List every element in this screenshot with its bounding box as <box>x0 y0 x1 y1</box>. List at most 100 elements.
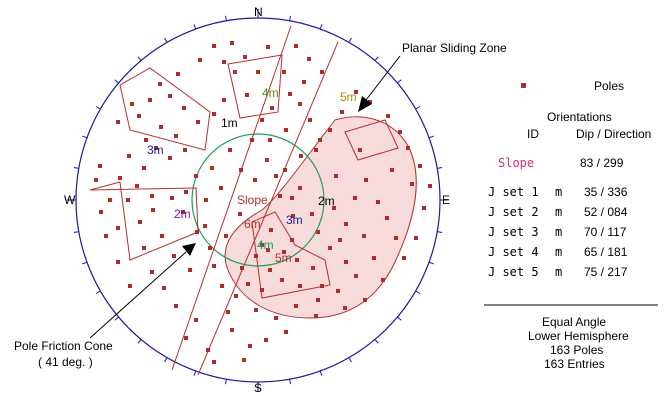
pole-marker <box>278 194 282 198</box>
pole-marker <box>260 118 264 122</box>
pole-marker <box>222 98 226 102</box>
pole-marker <box>226 310 230 314</box>
azimuth-tick <box>437 231 443 233</box>
pole-marker <box>118 176 122 180</box>
pole-marker <box>254 308 258 312</box>
legend-set-m: m <box>555 185 562 199</box>
azimuth-tick <box>164 357 168 363</box>
pole-marker <box>210 166 214 170</box>
pole-marker <box>104 234 108 238</box>
legend-set-id: J set 1 <box>488 185 539 199</box>
east-label: E <box>442 193 450 207</box>
pole-marker <box>253 178 257 182</box>
pole-marker <box>130 102 134 106</box>
pole-marker <box>344 260 348 264</box>
pole-marker <box>159 125 163 129</box>
pole-marker <box>196 120 200 124</box>
pole-marker <box>148 98 152 102</box>
pole-marker <box>390 168 394 172</box>
legend-projection: Equal Angle <box>542 315 606 329</box>
pole-marker <box>328 128 332 132</box>
pole-marker <box>414 236 418 240</box>
ring-label-1m: 1m <box>221 116 238 130</box>
pole-marker <box>198 58 202 62</box>
azimuth-tick <box>289 15 291 21</box>
pole-marker <box>240 266 244 270</box>
pole-marker <box>194 318 198 322</box>
azimuth-tick <box>193 370 197 376</box>
pole-marker <box>116 120 120 124</box>
pole-marker <box>422 206 426 210</box>
azimuth-tick <box>428 261 434 265</box>
pole-marker <box>266 45 270 49</box>
legend-set-m: m <box>555 265 562 279</box>
azimuth-tick <box>415 290 421 294</box>
azimuth-tick <box>397 79 402 84</box>
legend-set-m: m <box>555 245 562 259</box>
pole-marker <box>265 158 269 162</box>
pole-marker <box>284 330 288 334</box>
set-label-6m: 6m <box>244 217 261 231</box>
pole-marker <box>127 154 131 158</box>
pole-markers <box>94 41 432 364</box>
pole-marker <box>314 148 318 152</box>
set-label-4m-b: 4m <box>257 238 274 252</box>
pole-marker <box>394 236 398 240</box>
legend-set-value: 52 / 084 <box>584 205 628 219</box>
pole-marker <box>270 106 274 110</box>
pole-marker <box>295 258 299 262</box>
pole-marker <box>128 284 132 288</box>
azimuth-tick <box>82 135 88 139</box>
azimuth-tick <box>95 290 101 294</box>
pole-marker <box>162 286 166 290</box>
south-label: S <box>254 381 262 395</box>
legend-dipdir-header: Dip / Direction <box>576 127 651 141</box>
pole-marker <box>254 254 258 258</box>
azimuth-tick <box>289 379 291 385</box>
pole-marker <box>212 112 216 116</box>
pole-marker <box>268 138 272 142</box>
pole-marker <box>170 196 174 200</box>
pole-marker <box>398 130 402 134</box>
azimuth-tick <box>397 316 402 321</box>
azimuth-tick <box>428 135 434 139</box>
pole-marker <box>135 184 139 188</box>
pole-marker <box>316 298 320 302</box>
slope-plane-2 <box>197 41 339 376</box>
azimuth-tick <box>82 261 88 265</box>
legend-set-value: 70 / 117 <box>584 225 627 239</box>
pole-marker <box>358 148 362 152</box>
pole-marker <box>234 294 238 298</box>
pole-marker <box>418 164 422 168</box>
azimuth-tick <box>348 357 352 363</box>
legend-set-id: J set 4 <box>488 245 539 259</box>
azimuth-tick <box>374 56 379 61</box>
pole-marker <box>298 284 302 288</box>
pole-marker <box>230 41 234 45</box>
pole-marker <box>298 102 302 106</box>
pole-marker <box>219 186 223 190</box>
pole-marker <box>242 358 246 362</box>
legend-set-value: 65 / 181 <box>584 245 628 259</box>
pole-marker <box>256 70 260 74</box>
pole-marker <box>381 278 385 282</box>
pole-marker <box>245 93 249 97</box>
window-south <box>251 211 331 299</box>
legend-set-m: m <box>555 225 562 239</box>
set-label-3m: 3m <box>147 143 164 157</box>
slope-label-in-net: Slope <box>237 193 268 207</box>
pole-marker <box>230 328 234 332</box>
north-label: N <box>254 5 263 19</box>
pole-marker <box>428 184 432 188</box>
pole-marker <box>354 90 358 94</box>
pole-marker <box>268 268 272 272</box>
azimuth-tick <box>415 106 421 110</box>
pole-marker <box>194 174 198 178</box>
pole-marker <box>184 190 188 194</box>
azimuth-tick <box>348 37 352 43</box>
planar-arrow-line <box>365 55 401 101</box>
pole-marker <box>151 208 155 212</box>
set-label-5m-b: 5m <box>275 251 292 265</box>
pole-marker <box>316 230 320 234</box>
pole-marker <box>283 168 287 172</box>
